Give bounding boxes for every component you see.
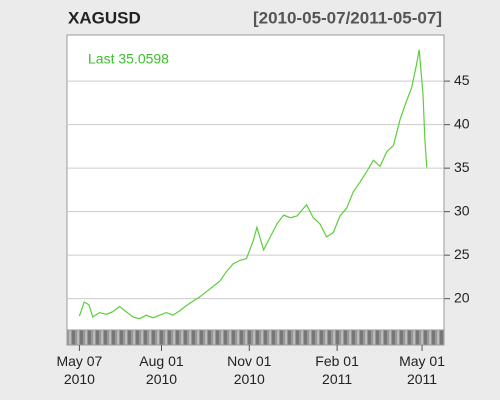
x-tick-label: Feb 01 2011 <box>315 353 359 387</box>
x-tick-label: May 01 2011 <box>399 353 445 387</box>
y-tick-label: 45 <box>454 72 470 88</box>
chart-title: XAGUSD <box>68 8 141 27</box>
x-tick-label: Aug 01 2010 <box>139 353 184 387</box>
x-tick-label: Nov 01 2010 <box>227 353 272 387</box>
price-line <box>78 49 428 320</box>
time-bar <box>66 329 445 346</box>
x-tick-label: May 07 2010 <box>56 353 102 387</box>
chart-subtitle: [2010-05-07/2011-05-07] <box>253 8 442 27</box>
y-tick-label: 40 <box>454 115 470 131</box>
plot-area <box>66 34 445 331</box>
y-tick-label: 25 <box>454 246 470 262</box>
y-tick-label: 30 <box>454 202 470 218</box>
y-tick-label: 35 <box>454 159 470 175</box>
y-tick-label: 20 <box>454 289 470 305</box>
last-label: Last 35.0598 <box>88 51 169 67</box>
